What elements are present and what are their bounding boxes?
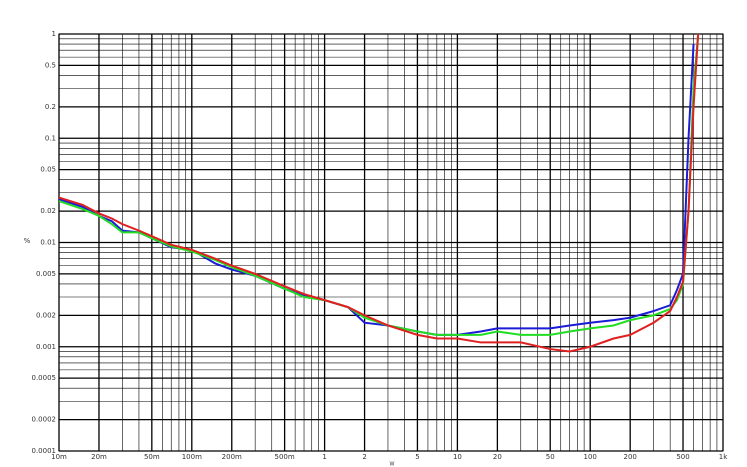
x-tick-label: 1 [322, 453, 326, 461]
x-tick-label: 20m [91, 453, 107, 461]
y-tick-label: 0.0005 [32, 374, 57, 382]
data-line [59, 33, 700, 336]
x-tick-label: 10 [453, 453, 462, 461]
x-tick-label: 200 [623, 453, 636, 461]
y-tick-label: 0.02 [40, 207, 56, 215]
data-line [59, 33, 700, 353]
y-tick-label: 0.05 [40, 166, 56, 174]
x-axis-label: W [390, 462, 395, 467]
y-tick-label: 1 [52, 30, 56, 38]
y-tick-label: 0.2 [45, 103, 56, 111]
x-tick-label: 5 [415, 453, 419, 461]
y-tick-label: 0.1 [45, 134, 56, 142]
x-tick-label: 1k [719, 453, 728, 461]
y-axis-label: % [24, 237, 31, 245]
x-tick-label: 100m [182, 453, 202, 461]
y-tick-label: 0.001 [36, 343, 56, 351]
y-tick-label: 0.002 [36, 311, 56, 319]
x-tick-label: 20 [493, 453, 502, 461]
x-tick-label: 500 [676, 453, 689, 461]
y-tick-label: 0.005 [36, 270, 56, 278]
y-tick-label: 0.0002 [32, 416, 57, 424]
x-tick-label: 50 [546, 453, 555, 461]
x-tick-label: 200m [222, 453, 242, 461]
x-tick-label: 10m [51, 453, 67, 461]
x-tick-label: 2 [362, 453, 366, 461]
x-tick-label: 500m [275, 453, 295, 461]
y-tick-label: 0.0001 [32, 447, 57, 455]
y-tick-label: 0.01 [40, 239, 56, 247]
x-tick-label: 100 [584, 453, 597, 461]
x-tick-label: 50m [144, 453, 160, 461]
y-tick-label: 0.5 [45, 61, 56, 69]
